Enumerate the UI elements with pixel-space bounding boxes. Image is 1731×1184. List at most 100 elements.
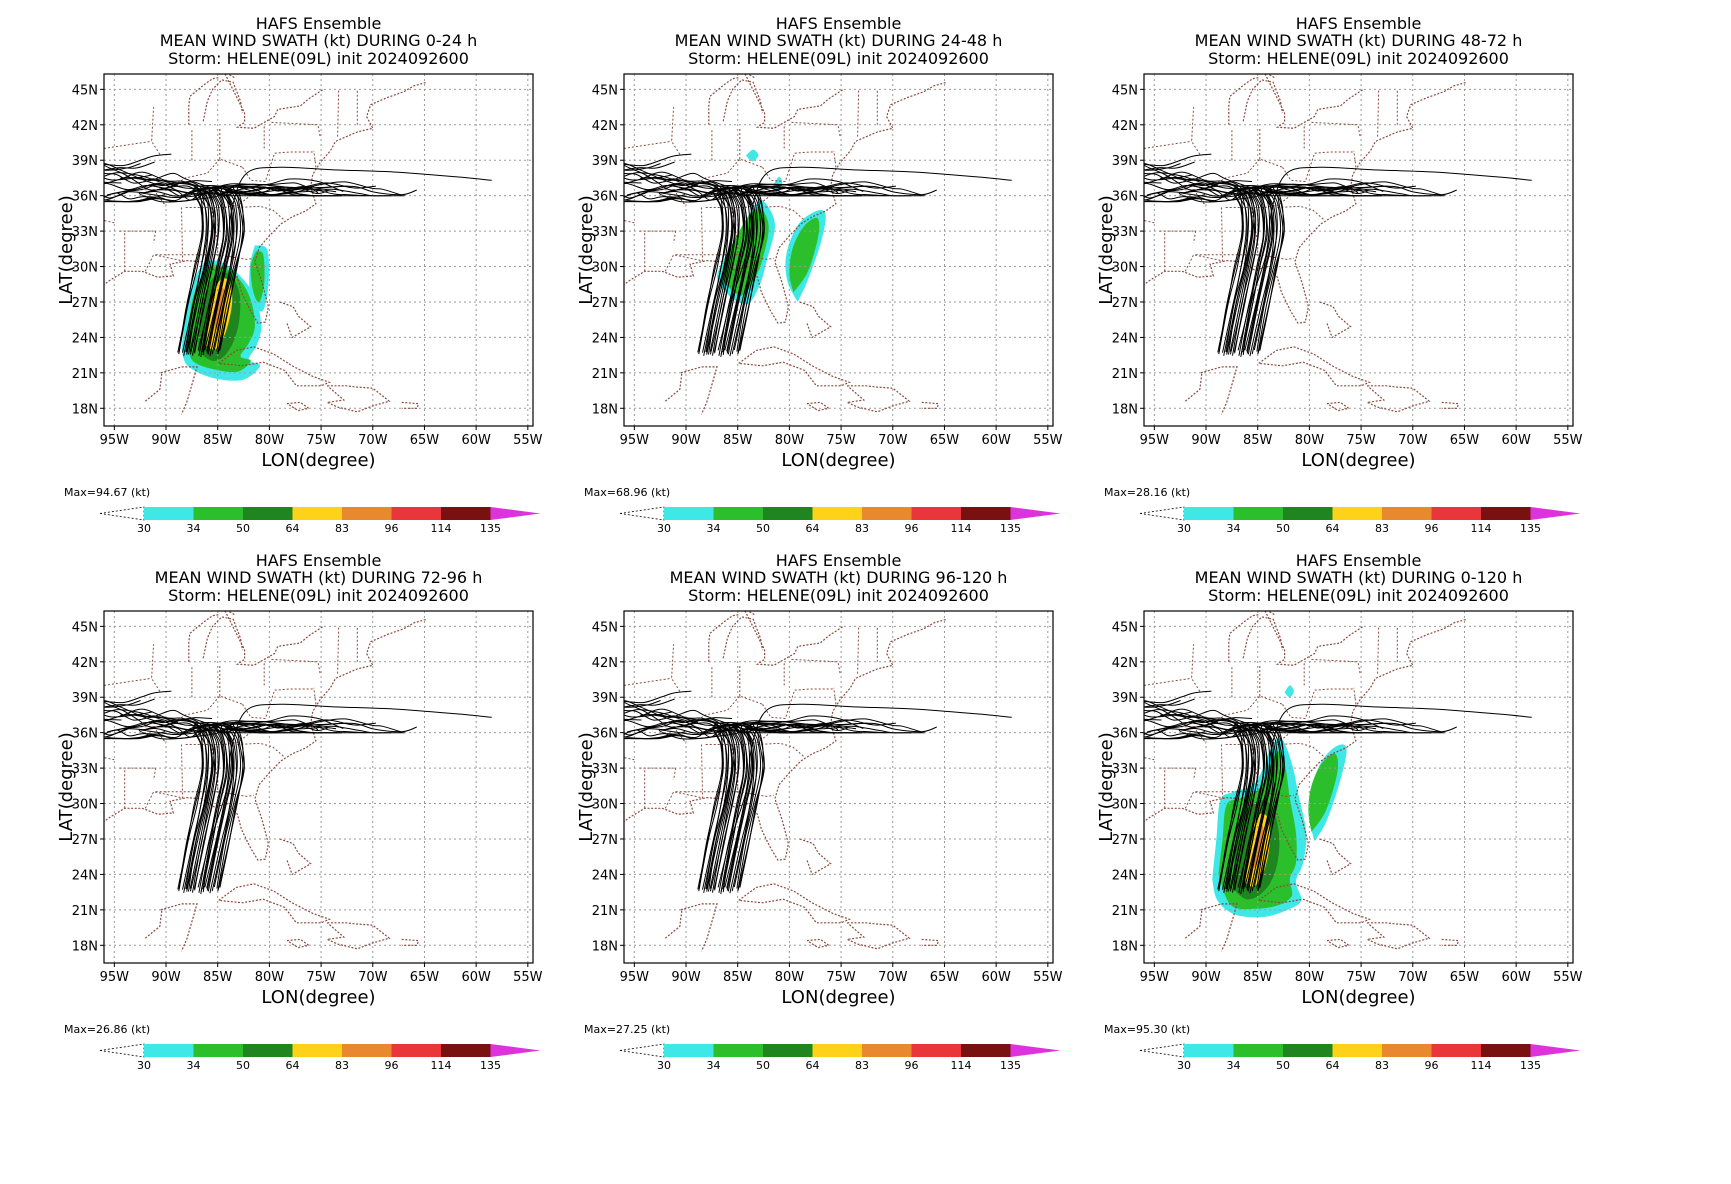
swath-band-34kt-3 [250, 251, 265, 303]
lon-tick-label: 80W [1295, 433, 1325, 448]
coastline [104, 81, 427, 394]
coastline [738, 346, 852, 387]
panel-storm-label: Storm: HELENE(09L) init 2024092600 [168, 586, 469, 605]
lat-tick-label: 27N [1112, 833, 1138, 848]
lat-tick-label: 42N [592, 656, 618, 671]
state-border [624, 677, 672, 686]
state-border [1191, 644, 1201, 692]
ensemble-track [627, 719, 753, 889]
colorbar-box-64 [1332, 507, 1382, 520]
colorbar: 30 34 50 64 83 96 114 135 [99, 1043, 541, 1072]
ensemble-track [624, 172, 735, 352]
coastline [188, 76, 220, 125]
colorbar-level-label: 83 [855, 1059, 869, 1072]
colorbar-level-label: 114 [431, 1059, 452, 1072]
state-border [1184, 254, 1222, 272]
state-border [1184, 791, 1222, 809]
lat-tick-label: 24N [1112, 331, 1138, 346]
state-border [1377, 89, 1380, 137]
lat-tick-label: 27N [1112, 296, 1138, 311]
colorbar-box-30 [144, 507, 194, 520]
lat-tick-label: 45N [1112, 83, 1138, 98]
y-axis-label: LAT(degree) [1096, 732, 1117, 841]
ensemble-track [624, 708, 747, 892]
lat-tick-label: 18N [72, 939, 98, 954]
state-border [1193, 726, 1207, 744]
colorbar-level-label: 30 [657, 522, 671, 535]
state-border [181, 744, 184, 799]
coastline [160, 903, 198, 952]
coastline [1228, 613, 1260, 662]
colorbar-over-arrow [1530, 507, 1581, 520]
coastline [279, 838, 312, 876]
max-wind-label: Max=27.25 (kt) [584, 1023, 670, 1036]
lat-tick-label: 30N [592, 261, 618, 276]
lon-tick-label: 65W [410, 433, 440, 448]
coastline [722, 79, 764, 122]
ensemble-track [739, 185, 937, 351]
lat-tick-label: 30N [592, 798, 618, 813]
colorbar-level-label: 50 [236, 522, 250, 535]
colorbar-box-96 [911, 1044, 961, 1057]
ensemble-track [104, 182, 213, 355]
ensemble-track [1225, 182, 1406, 353]
state-border [1257, 791, 1294, 797]
coastline [738, 883, 852, 924]
state-border [1277, 742, 1326, 758]
colorbar-level-label: 135 [1520, 1059, 1541, 1072]
coastline [806, 401, 831, 412]
colorbar-under-arrow [99, 1043, 145, 1058]
state-border [664, 254, 702, 272]
colorbar-level-label: 50 [1276, 1059, 1290, 1072]
coastline [680, 366, 718, 415]
colorbar-box-50 [763, 1044, 813, 1057]
colorbar-over-arrow [1010, 507, 1061, 520]
ensemble-track [104, 191, 215, 355]
colorbar-level-label: 64 [806, 522, 820, 535]
coastline [286, 938, 311, 949]
coastline [218, 346, 332, 387]
coastline [799, 301, 832, 339]
ensemble-track [202, 166, 492, 356]
state-border [337, 626, 340, 674]
y-axis-label: LAT(degree) [56, 732, 77, 841]
ensemble-track [1144, 182, 1253, 355]
colorbar-box-83 [342, 1044, 392, 1057]
lon-tick-label: 90W [151, 433, 181, 448]
colorbar-box-34 [713, 1044, 763, 1057]
ensemble-track [624, 709, 735, 889]
lon-tick-label: 90W [1191, 433, 1221, 448]
colorbar-box-50 [243, 507, 293, 520]
colorbar-under-arrow [1139, 1043, 1185, 1058]
colorbar-level-label: 135 [1000, 1059, 1021, 1072]
colorbar: 30 34 50 64 83 96 114 135 [619, 506, 1061, 535]
ensemble-track [1242, 166, 1532, 356]
state-border [153, 726, 167, 744]
max-wind-label: Max=68.96 (kt) [584, 486, 670, 499]
lon-tick-label: 95W [1140, 970, 1170, 985]
colorbar-over-arrow [490, 1044, 541, 1057]
lon-tick-label: 70W [358, 970, 388, 985]
ensemble-track [104, 708, 227, 892]
colorbar-level-label: 135 [480, 1059, 501, 1072]
colorbar-level-label: 83 [335, 1059, 349, 1072]
lat-tick-label: 21N [72, 367, 98, 382]
coastline [1258, 346, 1372, 387]
state-border [1257, 254, 1294, 260]
lat-tick-label: 24N [72, 331, 98, 346]
swath-band-83kt-7 [1253, 824, 1264, 869]
ensemble-track [104, 172, 215, 352]
ensemble-track [219, 185, 417, 351]
lat-tick-label: 45N [72, 83, 98, 98]
lon-tick-label: 70W [878, 970, 908, 985]
lat-tick-label: 42N [592, 119, 618, 134]
state-border [673, 189, 687, 207]
coastline [1319, 838, 1352, 876]
colorbar-level-label: 30 [657, 1059, 671, 1072]
lon-tick-label: 75W [1346, 433, 1376, 448]
colorbar-box-30 [1184, 1044, 1234, 1057]
